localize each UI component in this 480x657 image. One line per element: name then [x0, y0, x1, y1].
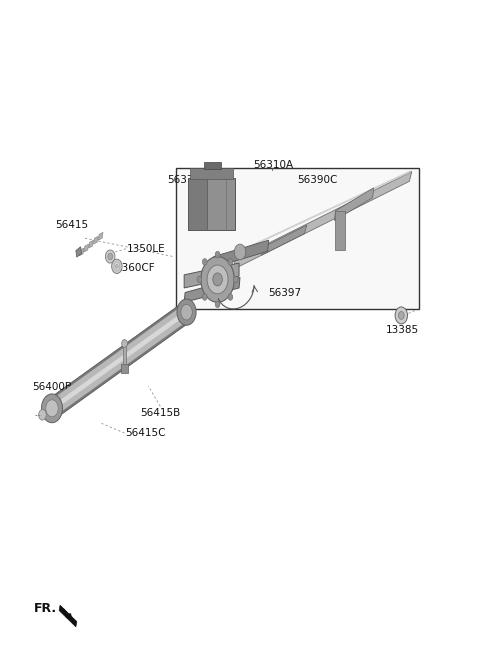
Text: 13385: 13385	[386, 325, 419, 335]
Polygon shape	[235, 242, 259, 260]
Polygon shape	[98, 233, 103, 240]
Text: 56310A: 56310A	[253, 160, 293, 170]
Circle shape	[46, 400, 58, 417]
Polygon shape	[121, 364, 128, 373]
Text: 56400B: 56400B	[32, 382, 72, 392]
Circle shape	[114, 262, 120, 270]
Circle shape	[41, 394, 62, 422]
Circle shape	[395, 307, 408, 324]
Polygon shape	[48, 309, 187, 414]
Circle shape	[181, 304, 192, 320]
Bar	[176, 168, 419, 309]
Circle shape	[213, 273, 222, 286]
Polygon shape	[335, 188, 373, 221]
Text: 56415B: 56415B	[140, 408, 180, 419]
Text: 56415C: 56415C	[125, 428, 166, 438]
Circle shape	[228, 259, 233, 265]
Polygon shape	[84, 244, 89, 252]
Circle shape	[197, 276, 202, 283]
Polygon shape	[233, 171, 412, 269]
Polygon shape	[79, 248, 84, 256]
Circle shape	[203, 259, 207, 265]
Circle shape	[116, 264, 118, 268]
Polygon shape	[188, 178, 235, 231]
Circle shape	[234, 244, 246, 260]
Polygon shape	[59, 605, 77, 627]
Text: FR.: FR.	[34, 602, 57, 615]
Circle shape	[38, 409, 46, 420]
Text: 56397: 56397	[269, 288, 302, 298]
Polygon shape	[184, 263, 239, 288]
Text: 56370C: 56370C	[168, 175, 208, 185]
Circle shape	[207, 265, 228, 294]
Circle shape	[121, 340, 127, 348]
Polygon shape	[235, 170, 411, 254]
Polygon shape	[45, 302, 190, 422]
Polygon shape	[262, 225, 307, 255]
Polygon shape	[122, 342, 126, 365]
Circle shape	[203, 294, 207, 300]
Circle shape	[215, 251, 220, 258]
Circle shape	[108, 253, 113, 260]
Text: 56390C: 56390C	[297, 175, 337, 185]
Polygon shape	[188, 178, 206, 231]
Text: 1360CF: 1360CF	[116, 263, 156, 273]
Text: 56415: 56415	[56, 220, 89, 231]
Polygon shape	[204, 162, 221, 169]
Polygon shape	[46, 304, 189, 420]
Circle shape	[233, 276, 238, 283]
Polygon shape	[94, 237, 98, 244]
Circle shape	[201, 256, 234, 302]
Circle shape	[228, 294, 233, 300]
Circle shape	[106, 250, 115, 263]
Polygon shape	[184, 277, 240, 302]
Circle shape	[215, 301, 220, 307]
Polygon shape	[89, 240, 94, 248]
Circle shape	[112, 259, 122, 273]
Circle shape	[177, 299, 196, 325]
Circle shape	[398, 311, 404, 319]
Polygon shape	[190, 168, 233, 179]
Polygon shape	[213, 240, 269, 267]
Text: 1350LE: 1350LE	[127, 244, 166, 254]
Polygon shape	[76, 247, 82, 257]
Polygon shape	[336, 211, 345, 250]
